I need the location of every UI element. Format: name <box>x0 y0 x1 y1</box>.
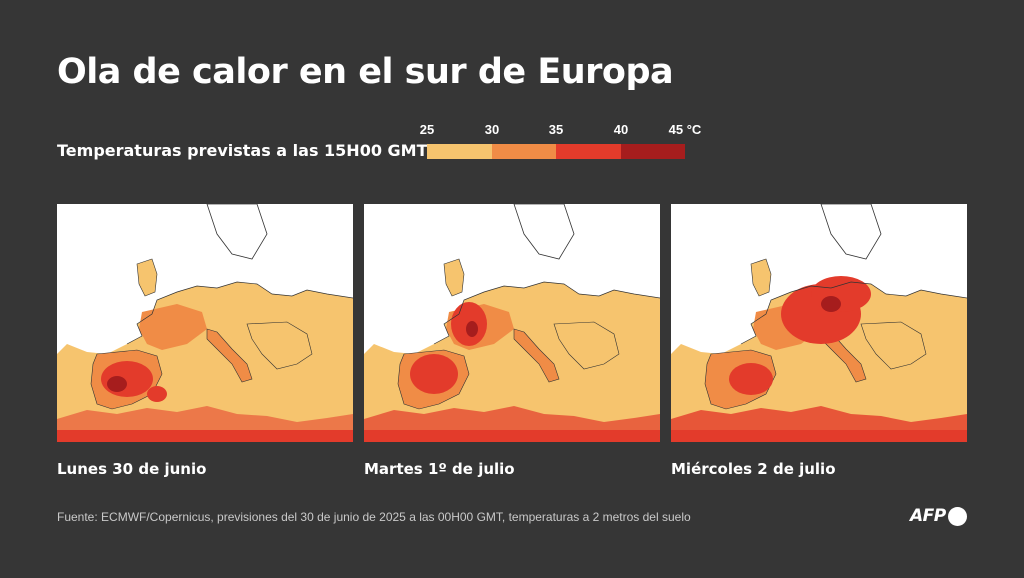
afp-logo-text: AFP <box>910 506 946 526</box>
sahara-band <box>671 430 967 442</box>
legend-tick-35: 35 <box>548 122 564 137</box>
sahara-band <box>364 430 660 442</box>
sahara-band <box>57 430 353 442</box>
hot-spot-35-40 <box>410 354 458 394</box>
legend-color-bar <box>427 144 685 159</box>
map-caption-3: Miércoles 2 de julio <box>671 460 836 478</box>
uk-region <box>136 258 158 297</box>
uk-region <box>750 258 772 297</box>
legend-tick-45: 45 °C <box>668 122 702 137</box>
map-caption-2: Martes 1º de julio <box>364 460 515 478</box>
france-region <box>139 304 207 350</box>
legend-segment-35-40 <box>556 144 621 159</box>
hot-spot-40-45 <box>821 296 841 312</box>
scandinavia-outline <box>206 204 268 260</box>
coastline <box>740 281 967 345</box>
temperature-legend: 25 30 35 40 45 °C <box>420 122 701 162</box>
page-title: Ola de calor en el sur de Europa <box>57 52 674 92</box>
legend-segment-30-35 <box>491 144 556 159</box>
hot-spot-35-40 <box>147 386 167 402</box>
hot-spot-35-40 <box>729 363 773 395</box>
map-panel-2 <box>364 204 660 442</box>
balkans-region <box>553 321 620 370</box>
scandinavia-outline <box>513 204 575 260</box>
map-panel-3 <box>671 204 967 442</box>
afp-dot-icon <box>947 506 967 526</box>
italy-region <box>513 328 560 383</box>
map-panel-1 <box>57 204 353 442</box>
legend-subtitle: Temperaturas previstas a las 15H00 GMT <box>57 141 428 160</box>
legend-tick-25: 25 <box>419 122 435 137</box>
balkans-region <box>860 321 927 370</box>
scandinavia-outline <box>820 204 882 260</box>
legend-tick-30: 30 <box>484 122 500 137</box>
hot-spot-35-40 <box>101 361 153 397</box>
map-svg-1 <box>57 204 353 442</box>
legend-tick-40: 40 <box>613 122 629 137</box>
coastline <box>126 281 353 345</box>
hot-spot-40-45 <box>466 321 478 337</box>
map-svg-2 <box>364 204 660 442</box>
uk-region <box>443 258 465 297</box>
legend-segment-25-30 <box>427 144 492 159</box>
hot-spot-35-40 <box>811 276 871 312</box>
hot-spot-40-45 <box>107 376 127 392</box>
legend-segment-40-45 <box>620 144 685 159</box>
afp-logo: AFP <box>910 505 967 527</box>
map-svg-3 <box>671 204 967 442</box>
coastline <box>433 281 660 345</box>
italy-region <box>206 328 253 383</box>
balkans-region <box>246 321 313 370</box>
map-caption-1: Lunes 30 de junio <box>57 460 207 478</box>
source-note: Fuente: ECMWF/Copernicus, previsiones de… <box>57 510 691 524</box>
